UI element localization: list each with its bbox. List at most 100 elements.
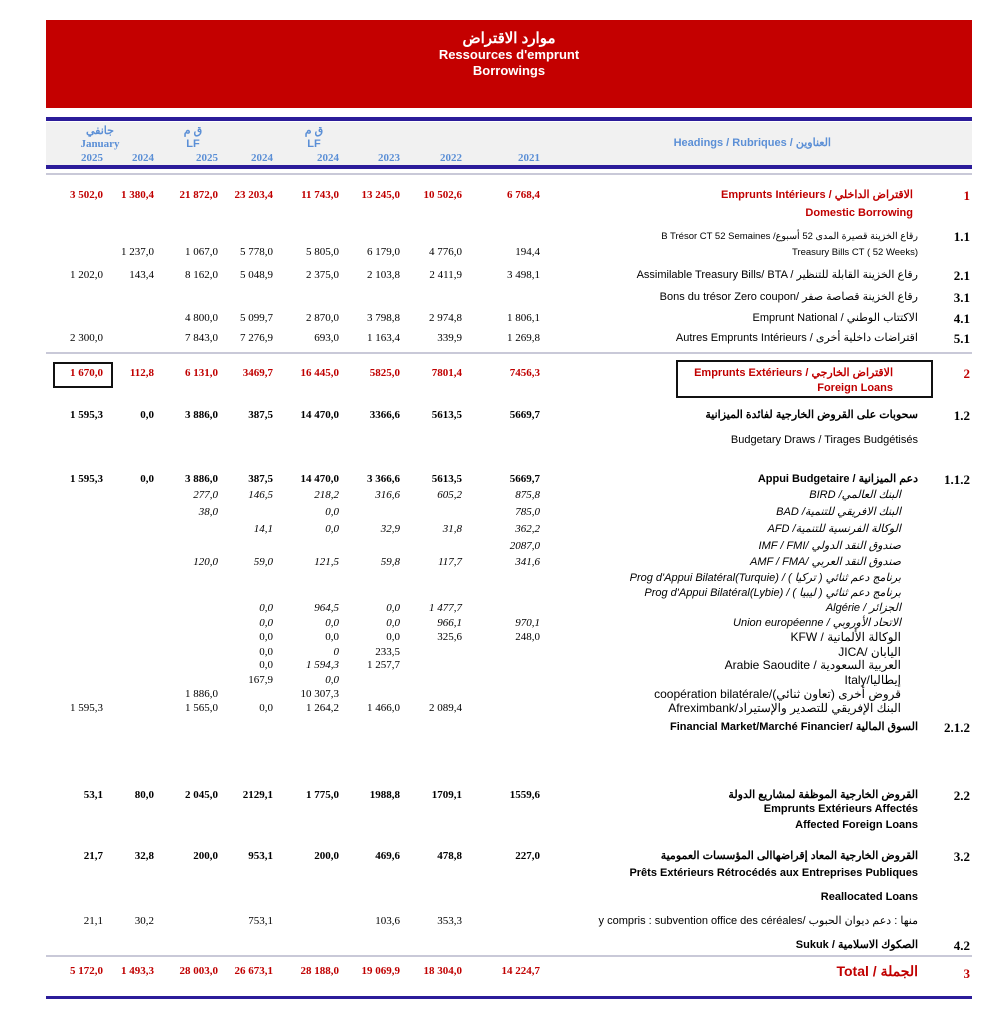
row-label: BIRD /البنك العالمي <box>809 489 901 501</box>
cell-value: 0,0 <box>325 523 339 535</box>
cell-value: 32,9 <box>380 523 400 535</box>
cell-value: 0,0 <box>259 659 273 671</box>
cell-value: 785,0 <box>515 506 540 518</box>
row-number: 2.2 <box>953 788 970 803</box>
cell-value: 233,5 <box>375 646 400 658</box>
cell-value: 0,0 <box>325 506 339 518</box>
cell-value: 1988,8 <box>369 789 400 801</box>
cell-value: 1 237,0 <box>121 246 154 258</box>
divider <box>46 955 972 957</box>
cell-value: 21,1 <box>83 915 103 927</box>
cell-value: 1 067,0 <box>185 246 218 258</box>
cell-value: 200,0 <box>193 850 218 862</box>
row-label: القروض الخارجية الموظفة لمشاريع الدولة <box>728 789 918 801</box>
highlight-box <box>676 360 933 398</box>
row-label: Prêts Extérieurs Rétrocédés aux Entrepri… <box>629 867 918 879</box>
cell-value: 28 188,0 <box>300 965 340 977</box>
cell-value: 10 307,3 <box>300 688 340 700</box>
cell-value: 8 162,0 <box>185 269 218 281</box>
cell-value: 38,0 <box>198 506 218 518</box>
cell-value: 0,0 <box>386 602 400 614</box>
header-top-rule <box>46 117 972 121</box>
headings-label: Headings / Rubriques / العناوين <box>673 137 831 149</box>
cell-value: 0,0 <box>259 646 273 658</box>
row-label: Emprunts Intérieurs / الاقتراض الداخلي <box>721 189 913 201</box>
row-label: B Trésor CT 52 Semaines /رقاع الخزينة قص… <box>661 231 918 242</box>
cell-value: 7 276,9 <box>240 332 273 344</box>
cell-value: 7801,4 <box>431 367 462 379</box>
year-header: 2025 <box>196 152 218 164</box>
cell-value: 28 003,0 <box>179 965 219 977</box>
row-label: Emprunts Extérieurs Affectés <box>763 803 918 815</box>
year-header: 2024 <box>251 152 273 164</box>
cell-value: 18 304,0 <box>423 965 463 977</box>
cell-value: 146,5 <box>248 489 273 501</box>
cell-value: 0,0 <box>259 631 273 643</box>
cell-value: 0,0 <box>325 617 339 629</box>
title-english: Borrowings <box>472 63 546 78</box>
cell-value: 0,0 <box>325 674 339 686</box>
row-number: 1.2 <box>953 408 970 423</box>
row-label: Reallocated Loans <box>820 891 918 903</box>
row-label: Financial Market/Marché Financier/ السوق… <box>669 721 918 733</box>
cell-value: 31,8 <box>442 523 462 535</box>
row-label: Domestic Borrowing <box>805 207 913 219</box>
cell-value: 7456,3 <box>509 367 540 379</box>
row-number: 1 <box>963 188 971 203</box>
lf-label: LF <box>307 138 321 150</box>
row-label: AFD /الوكالة الفرنسية للتنمية <box>767 523 901 535</box>
cell-value: 469,6 <box>375 850 400 862</box>
cell-value: 2 375,0 <box>306 269 339 281</box>
cell-value: 143,4 <box>129 269 154 281</box>
cell-value: 53,1 <box>83 789 103 801</box>
year-header: 2024 <box>132 152 154 164</box>
row-label: Autres Emprunts Intérieurs / اقتراضات دا… <box>675 332 918 344</box>
cell-value: 0,0 <box>140 473 154 485</box>
cell-value: 341,6 <box>515 556 540 568</box>
cell-value: 0,0 <box>386 631 400 643</box>
year-header: 2022 <box>440 152 462 164</box>
row-label: Assimilable Treasury Bills/ BTA / رقاع ا… <box>636 269 918 281</box>
row-label: IMF / FMI/ صندوق النقد الدولي <box>758 540 901 552</box>
cell-value: 387,5 <box>248 473 273 485</box>
title-banner: موارد الاقتراض Ressources d'emprunt Borr… <box>46 20 972 108</box>
cell-value: 1 257,7 <box>367 659 400 671</box>
cell-value: 1 493,3 <box>121 965 154 977</box>
row-label: BAD /البنك الافريقي للتنمية <box>776 506 901 518</box>
year-header: 2025 <box>81 152 103 164</box>
cell-value: 167,9 <box>248 674 273 686</box>
row-label: JICA/ اليابان <box>838 645 901 659</box>
cell-value: 325,6 <box>437 631 462 643</box>
row-label: y compris : subvention office des céréal… <box>598 915 918 927</box>
cell-value: 120,0 <box>193 556 218 568</box>
title-french: Ressources d'emprunt <box>438 47 580 62</box>
row-label: Prog d'Appui Bilatéral(Turquie) / ( تركي… <box>629 572 901 584</box>
divider <box>46 173 972 175</box>
cell-value: 11 743,0 <box>301 189 339 201</box>
cell-value: 1709,1 <box>431 789 462 801</box>
row-label: Foreign Loans <box>817 382 893 394</box>
cell-value: 0,0 <box>259 702 273 714</box>
cell-value: 3 498,1 <box>507 269 540 281</box>
cell-value: 1 595,3 <box>70 702 103 714</box>
cell-value: 0 <box>333 646 340 658</box>
cell-value: 218,2 <box>314 489 339 501</box>
row-label: Appui Budgetaire / دعم الميزانية <box>757 473 918 485</box>
cell-value: 5 778,0 <box>240 246 273 258</box>
lf-label: LF <box>186 138 200 150</box>
cell-value: 478,8 <box>437 850 462 862</box>
cell-value: 2129,1 <box>242 789 273 801</box>
cell-value: 3 798,8 <box>367 312 400 324</box>
cell-value: 6 768,4 <box>507 189 540 201</box>
cell-value: 59,8 <box>380 556 400 568</box>
cell-value: 1 466,0 <box>367 702 400 714</box>
lf-arabic: ق م <box>183 125 203 137</box>
cell-value: 23 203,4 <box>234 189 274 201</box>
row-label: Emprunts Extérieurs / الاقتراض الخارجي <box>694 367 893 379</box>
cell-value: 970,1 <box>515 617 540 629</box>
cell-value: 1 202,0 <box>70 269 103 281</box>
row-label: Prog d'Appui Bilatéral(Lybie) / ( ليبيا … <box>644 587 901 599</box>
cell-value: 953,1 <box>248 850 273 862</box>
cell-value: 2 300,0 <box>70 332 103 344</box>
cell-value: 117,7 <box>438 556 462 568</box>
